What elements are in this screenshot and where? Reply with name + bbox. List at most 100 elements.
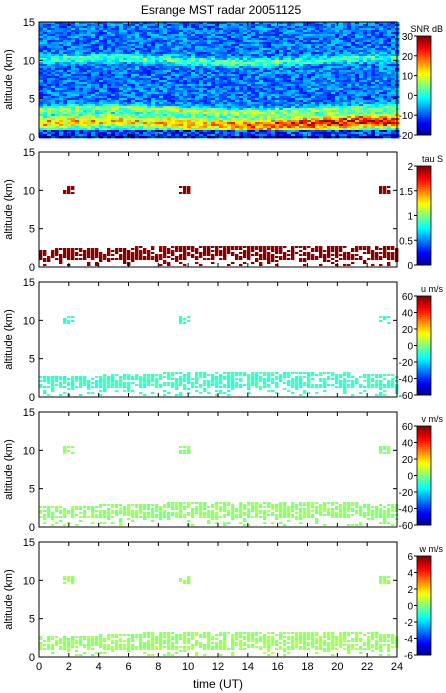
snr-cell <box>143 64 148 67</box>
snr-cell <box>47 34 52 37</box>
snr-cell <box>351 38 356 41</box>
snr-cell <box>67 72 72 75</box>
snr-cell <box>339 60 344 63</box>
snr-cell <box>347 114 352 117</box>
snr-cell <box>219 32 224 35</box>
snr-cell <box>311 92 316 95</box>
snr-cell <box>75 100 80 103</box>
snr-cell <box>83 64 88 67</box>
snr-cell <box>303 48 308 51</box>
snr-cell <box>131 72 136 75</box>
snr-cell <box>383 70 388 73</box>
snr-cell <box>87 74 92 77</box>
snr-cell <box>295 26 300 29</box>
snr-cell <box>107 54 112 57</box>
snr-cell <box>87 26 92 29</box>
snr-cell <box>43 96 48 99</box>
snr-cell <box>335 130 340 133</box>
snr-cell <box>303 94 308 97</box>
snr-cell <box>391 130 396 133</box>
snr-cell <box>291 90 296 93</box>
snr-cell <box>339 40 344 43</box>
snr-cell <box>79 98 84 101</box>
snr-cell <box>131 102 136 105</box>
snr-cell <box>187 74 192 77</box>
snr-cell <box>167 132 172 135</box>
snr-cell <box>271 126 276 129</box>
snr-cell <box>363 88 368 91</box>
snr-cell <box>167 116 172 119</box>
snr-cell <box>187 36 192 39</box>
snr-cell <box>303 128 308 131</box>
snr-cell <box>159 90 164 93</box>
snr-cell <box>347 126 352 129</box>
snr-cell <box>311 86 316 89</box>
snr-cell <box>99 92 104 95</box>
snr-cell <box>275 108 280 111</box>
snr-cell <box>87 132 92 135</box>
snr-cell <box>115 112 120 115</box>
snr-cell <box>171 66 176 69</box>
snr-cell <box>167 110 172 113</box>
snr-cell <box>355 90 360 93</box>
snr-cell <box>39 98 44 101</box>
snr-cell <box>63 86 68 89</box>
snr-cell <box>379 60 384 63</box>
snr-cell <box>331 96 336 99</box>
snr-cell <box>287 22 292 25</box>
snr-cell <box>75 84 80 87</box>
snr-cell <box>199 118 204 121</box>
snr-cell <box>179 70 184 73</box>
snr-cell <box>299 38 304 41</box>
snr-cell <box>151 60 156 63</box>
snr-cell <box>247 110 252 113</box>
snr-cell <box>251 118 256 121</box>
snr-cell <box>251 54 256 57</box>
snr-cell <box>367 126 372 129</box>
snr-cell <box>347 106 352 109</box>
snr-cell <box>279 36 284 39</box>
snr-cell <box>359 112 364 115</box>
snr-cell <box>195 48 200 51</box>
snr-cell <box>387 48 392 51</box>
snr-cell <box>327 44 332 47</box>
snr-cell <box>367 116 372 119</box>
snr-cell <box>275 128 280 131</box>
snr-cell <box>291 120 296 123</box>
snr-cell <box>307 80 312 83</box>
snr-cell <box>335 34 340 37</box>
snr-cell <box>107 120 112 123</box>
snr-cell <box>335 40 340 43</box>
snr-cell <box>179 50 184 53</box>
snr-cell <box>39 66 44 69</box>
snr-cell <box>379 52 384 55</box>
snr-cell <box>183 108 188 111</box>
snr-cell <box>219 116 224 119</box>
snr-cell <box>267 86 272 89</box>
snr-cell <box>131 118 136 121</box>
snr-cell <box>63 100 68 103</box>
snr-cell <box>63 112 68 115</box>
snr-cell <box>147 48 152 51</box>
snr-cell <box>131 84 136 87</box>
snr-cell <box>171 122 176 125</box>
snr-cell <box>199 98 204 101</box>
snr-cell <box>247 120 252 123</box>
snr-cell <box>51 32 56 35</box>
snr-cell <box>259 34 264 37</box>
snr-cell <box>267 76 272 79</box>
snr-cell <box>251 46 256 49</box>
snr-cell <box>375 70 380 73</box>
snr-cell <box>299 32 304 35</box>
snr-cell <box>387 92 392 95</box>
snr-cell <box>147 78 152 81</box>
snr-cell <box>219 62 224 65</box>
snr-cell <box>315 44 320 47</box>
snr-cell <box>311 72 316 75</box>
snr-cell <box>227 116 232 119</box>
snr-cell <box>279 130 284 133</box>
snr-cell <box>295 110 300 113</box>
snr-cell <box>55 78 60 81</box>
snr-cell <box>383 92 388 95</box>
snr-cell <box>243 106 248 109</box>
